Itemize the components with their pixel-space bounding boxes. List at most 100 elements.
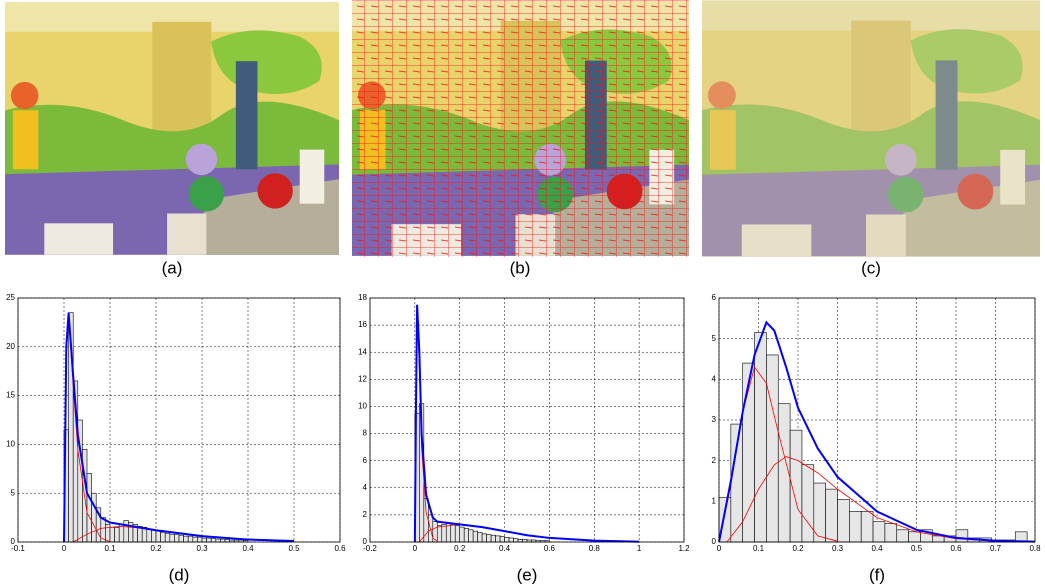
bar bbox=[91, 492, 97, 543]
y-tick-label: 3 bbox=[712, 415, 717, 424]
x-tick-label: 0.5 bbox=[911, 544, 923, 553]
x-tick-label: 0 bbox=[413, 544, 418, 553]
y-tick-label: 14 bbox=[358, 347, 367, 356]
bar bbox=[468, 529, 474, 543]
bar bbox=[472, 530, 478, 543]
caption: (c) bbox=[861, 258, 881, 277]
y-tick-label: 6 bbox=[363, 456, 368, 465]
y-tick-label: 0 bbox=[11, 537, 16, 546]
bar bbox=[210, 538, 217, 543]
bar bbox=[436, 525, 443, 543]
x-tick-label: 0 bbox=[62, 544, 67, 553]
y-tick-label: 1 bbox=[712, 496, 717, 505]
x-tick-label: 0.2 bbox=[454, 544, 466, 553]
bar bbox=[155, 530, 161, 543]
bar bbox=[490, 534, 496, 543]
bar bbox=[169, 533, 175, 543]
bar bbox=[801, 464, 815, 543]
fit-curve bbox=[63, 312, 295, 543]
y-tick-label: 10 bbox=[6, 440, 15, 449]
bar bbox=[477, 532, 483, 543]
bar bbox=[220, 538, 226, 543]
bar bbox=[118, 524, 125, 543]
bar bbox=[517, 538, 523, 543]
x-tick-label: 1.2 bbox=[678, 544, 690, 553]
bar bbox=[504, 536, 510, 543]
bar bbox=[197, 536, 203, 543]
bar bbox=[513, 538, 519, 543]
bar bbox=[178, 534, 184, 543]
x-tick-label: 0.4 bbox=[499, 544, 511, 553]
bar bbox=[486, 534, 492, 543]
y-tick-label: 8 bbox=[363, 429, 368, 438]
caption: (d) bbox=[169, 565, 190, 584]
y-tick-label: 5 bbox=[11, 488, 16, 497]
caption: (f) bbox=[869, 565, 885, 584]
x-tick-label: 0.6 bbox=[334, 544, 346, 553]
bar bbox=[955, 529, 969, 543]
bar bbox=[86, 473, 92, 543]
bar bbox=[522, 538, 528, 543]
bar bbox=[441, 524, 447, 543]
y-tick-label: 2 bbox=[363, 510, 368, 519]
x-tick-label: 0.7 bbox=[990, 544, 1002, 553]
bar bbox=[499, 536, 505, 543]
image-c bbox=[702, 0, 1040, 257]
fit-curve bbox=[413, 304, 640, 543]
x-tick-label: 0.8 bbox=[589, 544, 601, 553]
caption: (b) bbox=[510, 258, 531, 277]
image-a bbox=[5, 2, 339, 255]
x-tick-label: 0.3 bbox=[832, 544, 844, 553]
bar bbox=[849, 511, 862, 543]
bar bbox=[146, 529, 152, 543]
bar bbox=[206, 537, 212, 543]
bar bbox=[872, 521, 886, 543]
bar bbox=[123, 520, 129, 543]
plot-frame bbox=[718, 297, 1036, 543]
y-tick-label: 2 bbox=[712, 456, 717, 465]
y-tick-label: 0 bbox=[363, 537, 368, 546]
bar bbox=[931, 535, 945, 543]
x-tick-label: 0.4 bbox=[871, 544, 883, 553]
bar bbox=[884, 523, 898, 543]
bar bbox=[183, 535, 189, 543]
bar bbox=[164, 532, 171, 543]
bar bbox=[160, 531, 166, 543]
plot-frame bbox=[17, 297, 341, 543]
bar bbox=[151, 529, 157, 543]
bar bbox=[860, 511, 874, 543]
x-tick-label: 0 bbox=[717, 544, 722, 553]
x-tick-label: -0.2 bbox=[363, 544, 377, 553]
bar bbox=[495, 535, 501, 543]
y-tick-label: 4 bbox=[363, 483, 368, 492]
bar bbox=[459, 526, 465, 543]
x-tick-label: 0.3 bbox=[196, 544, 208, 553]
y-tick-label: 0 bbox=[712, 537, 717, 546]
y-tick-label: 25 bbox=[6, 293, 15, 302]
bar bbox=[450, 524, 456, 543]
bar bbox=[908, 531, 921, 543]
bar bbox=[432, 521, 438, 543]
y-tick-label: 12 bbox=[358, 374, 367, 383]
bar bbox=[454, 525, 461, 543]
y-tick-label: 4 bbox=[712, 374, 717, 383]
bar bbox=[187, 535, 194, 543]
y-tick-label: 5 bbox=[712, 334, 717, 343]
image-b bbox=[352, 0, 689, 257]
bar bbox=[766, 354, 779, 543]
x-tick-label: 0.6 bbox=[544, 544, 556, 553]
caption: (e) bbox=[517, 565, 538, 584]
bar bbox=[837, 498, 850, 543]
bar bbox=[192, 536, 198, 543]
bar bbox=[215, 538, 221, 543]
y-tick-label: 20 bbox=[6, 342, 15, 351]
bar bbox=[109, 527, 115, 543]
bar bbox=[508, 537, 514, 543]
x-tick-label: -0.1 bbox=[11, 544, 25, 553]
caption: (a) bbox=[162, 258, 183, 277]
fit-curve bbox=[726, 456, 996, 543]
x-tick-label: 0.1 bbox=[753, 544, 765, 553]
y-tick-label: 16 bbox=[358, 320, 367, 329]
